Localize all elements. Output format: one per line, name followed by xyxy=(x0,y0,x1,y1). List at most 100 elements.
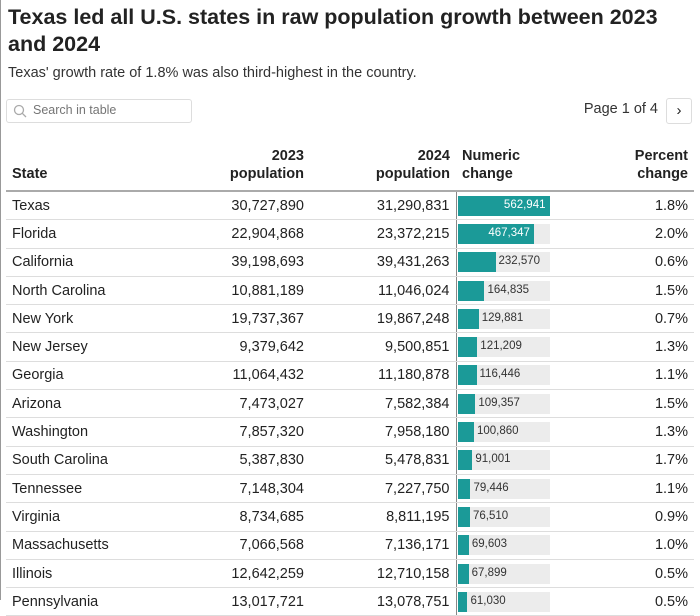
bar-label: 79,446 xyxy=(473,481,509,494)
bar xyxy=(457,195,550,216)
table-row: Massachusetts 7,066,568 7,136,171 69,603 1.0… xyxy=(6,531,694,560)
pop-2024-cell: 39,431,263 xyxy=(310,248,456,277)
table-row: Georgia 11,064,432 11,180,878 116,446 1.1% xyxy=(6,361,694,391)
bar-track: 109,357 xyxy=(457,393,550,414)
numeric-change-cell: 232,570 xyxy=(455,248,578,277)
percent-change-cell: 1.7% xyxy=(578,446,694,475)
bar xyxy=(457,422,474,443)
chevron-right-icon: › xyxy=(676,102,682,119)
col-2023[interactable]: 2023 population xyxy=(158,147,310,192)
header-row: State 2023 population 2024 population Nume… xyxy=(6,147,694,192)
state-cell: Illinois xyxy=(6,559,158,589)
pop-2024-cell: 31,290,831 xyxy=(310,191,456,221)
frame-border xyxy=(0,0,1,600)
pop-2024-cell: 23,372,215 xyxy=(310,219,456,249)
bar-track: 100,860 xyxy=(457,422,550,443)
bar xyxy=(457,280,485,301)
table-row: Washington 7,857,320 7,958,180 100,860 1.3% xyxy=(6,417,694,447)
search-box[interactable] xyxy=(6,99,192,123)
numeric-change-cell: 164,835 xyxy=(455,276,578,306)
percent-change-cell: 1.3% xyxy=(578,332,694,362)
pop-2023-cell: 13,017,721 xyxy=(158,587,310,616)
state-cell: New Jersey xyxy=(6,332,158,362)
percent-change-cell: 0.5% xyxy=(578,587,694,616)
pop-2023-cell: 19,737,367 xyxy=(158,304,310,334)
percent-change-cell: 1.8% xyxy=(578,191,694,221)
pop-2023-cell: 22,904,868 xyxy=(158,219,310,249)
page-indicator: Page 1 of 4 xyxy=(583,101,658,117)
bar-track: 79,446 xyxy=(457,478,550,499)
pop-2024-cell: 8,811,195 xyxy=(310,502,456,532)
percent-change-cell: 1.5% xyxy=(578,276,694,306)
state-cell: New York xyxy=(6,304,158,334)
numeric-change-cell: 121,209 xyxy=(455,332,578,362)
col-2024[interactable]: 2024 population xyxy=(310,147,456,192)
page-title: Texas led all U.S. states in raw populat… xyxy=(8,5,658,56)
table-row: South Carolina 5,387,830 5,478,831 91,001 1.… xyxy=(6,446,694,475)
state-cell: Texas xyxy=(6,191,158,221)
state-cell: Tennessee xyxy=(6,474,158,504)
state-cell: Virginia xyxy=(6,502,158,532)
bar-label: 67,899 xyxy=(471,566,507,579)
numeric-change-cell: 76,510 xyxy=(455,502,578,532)
state-cell: California xyxy=(6,248,158,277)
bar xyxy=(457,506,470,527)
pop-2023-cell: 5,387,830 xyxy=(158,446,310,475)
bar-label: 164,835 xyxy=(487,283,530,296)
data-table: State 2023 population 2024 population Nume… xyxy=(6,147,694,616)
next-page-button[interactable]: › xyxy=(666,98,692,124)
col-numeric[interactable]: Numeric change xyxy=(456,147,578,192)
percent-change-cell: 1.1% xyxy=(578,361,694,391)
numeric-change-cell: 67,899 xyxy=(455,559,578,589)
table-row: North Carolina 10,881,189 11,046,024 164,83… xyxy=(6,276,694,306)
numeric-change-cell: 91,001 xyxy=(455,446,578,475)
table-row: Arizona 7,473,027 7,582,384 109,357 1.5% xyxy=(6,389,694,419)
search-icon xyxy=(13,104,27,118)
pop-2023-cell: 12,642,259 xyxy=(158,559,310,589)
bar-label: 91,001 xyxy=(475,453,511,466)
percent-change-cell: 1.5% xyxy=(578,389,694,419)
bar-track: 129,881 xyxy=(457,308,550,329)
state-cell: Arizona xyxy=(6,389,158,419)
numeric-change-cell: 109,357 xyxy=(455,389,578,419)
numeric-change-cell: 79,446 xyxy=(455,474,578,504)
table-row: California 39,198,693 39,431,263 232,570 0.6… xyxy=(6,248,694,277)
pop-2024-cell: 7,227,750 xyxy=(310,474,456,504)
bar-label: 76,510 xyxy=(473,509,509,522)
percent-change-cell: 1.1% xyxy=(578,474,694,504)
table-row: Florida 22,904,868 23,372,215 467,347 2.0% xyxy=(6,219,694,249)
table-row: Tennessee 7,148,304 7,227,750 79,446 1.1% xyxy=(6,474,694,504)
pop-2024-cell: 19,867,248 xyxy=(310,304,456,334)
pop-2024-cell: 9,500,851 xyxy=(310,332,456,362)
bar-label: 232,570 xyxy=(498,255,541,268)
bar-label: 129,881 xyxy=(481,311,524,324)
bar-label: 121,209 xyxy=(480,340,522,353)
bar-label: 61,030 xyxy=(470,594,506,607)
percent-change-cell: 0.9% xyxy=(578,502,694,532)
bar xyxy=(457,308,479,329)
col-percent[interactable]: Percent change xyxy=(578,147,694,192)
percent-change-cell: 1.0% xyxy=(578,531,694,560)
pop-2024-cell: 7,958,180 xyxy=(310,417,456,447)
table-row: Illinois 12,642,259 12,710,158 67,899 0.5% xyxy=(6,559,694,589)
bar xyxy=(457,535,469,556)
bar xyxy=(457,252,496,273)
col-state[interactable]: State xyxy=(6,147,158,192)
bar xyxy=(457,478,471,499)
pop-2024-cell: 12,710,158 xyxy=(310,559,456,589)
percent-change-cell: 2.0% xyxy=(578,219,694,249)
bar-track: 69,603 xyxy=(457,535,550,556)
bar xyxy=(457,393,476,414)
pop-2023-cell: 7,473,027 xyxy=(158,389,310,419)
pop-2023-cell: 30,727,890 xyxy=(158,191,310,221)
state-cell: Washington xyxy=(6,417,158,447)
percent-change-cell: 1.3% xyxy=(578,417,694,447)
bar-label: 69,603 xyxy=(471,538,508,551)
bar-track: 67,899 xyxy=(457,563,550,584)
search-input[interactable] xyxy=(31,102,190,118)
percent-change-cell: 0.6% xyxy=(578,248,694,277)
table-row: New York 19,737,367 19,867,248 129,881 0.7% xyxy=(6,304,694,334)
table-row: Pennsylvania 13,017,721 13,078,751 61,030 0.… xyxy=(6,587,694,616)
numeric-change-cell: 116,446 xyxy=(455,361,578,391)
pop-2024-cell: 11,180,878 xyxy=(310,361,456,391)
